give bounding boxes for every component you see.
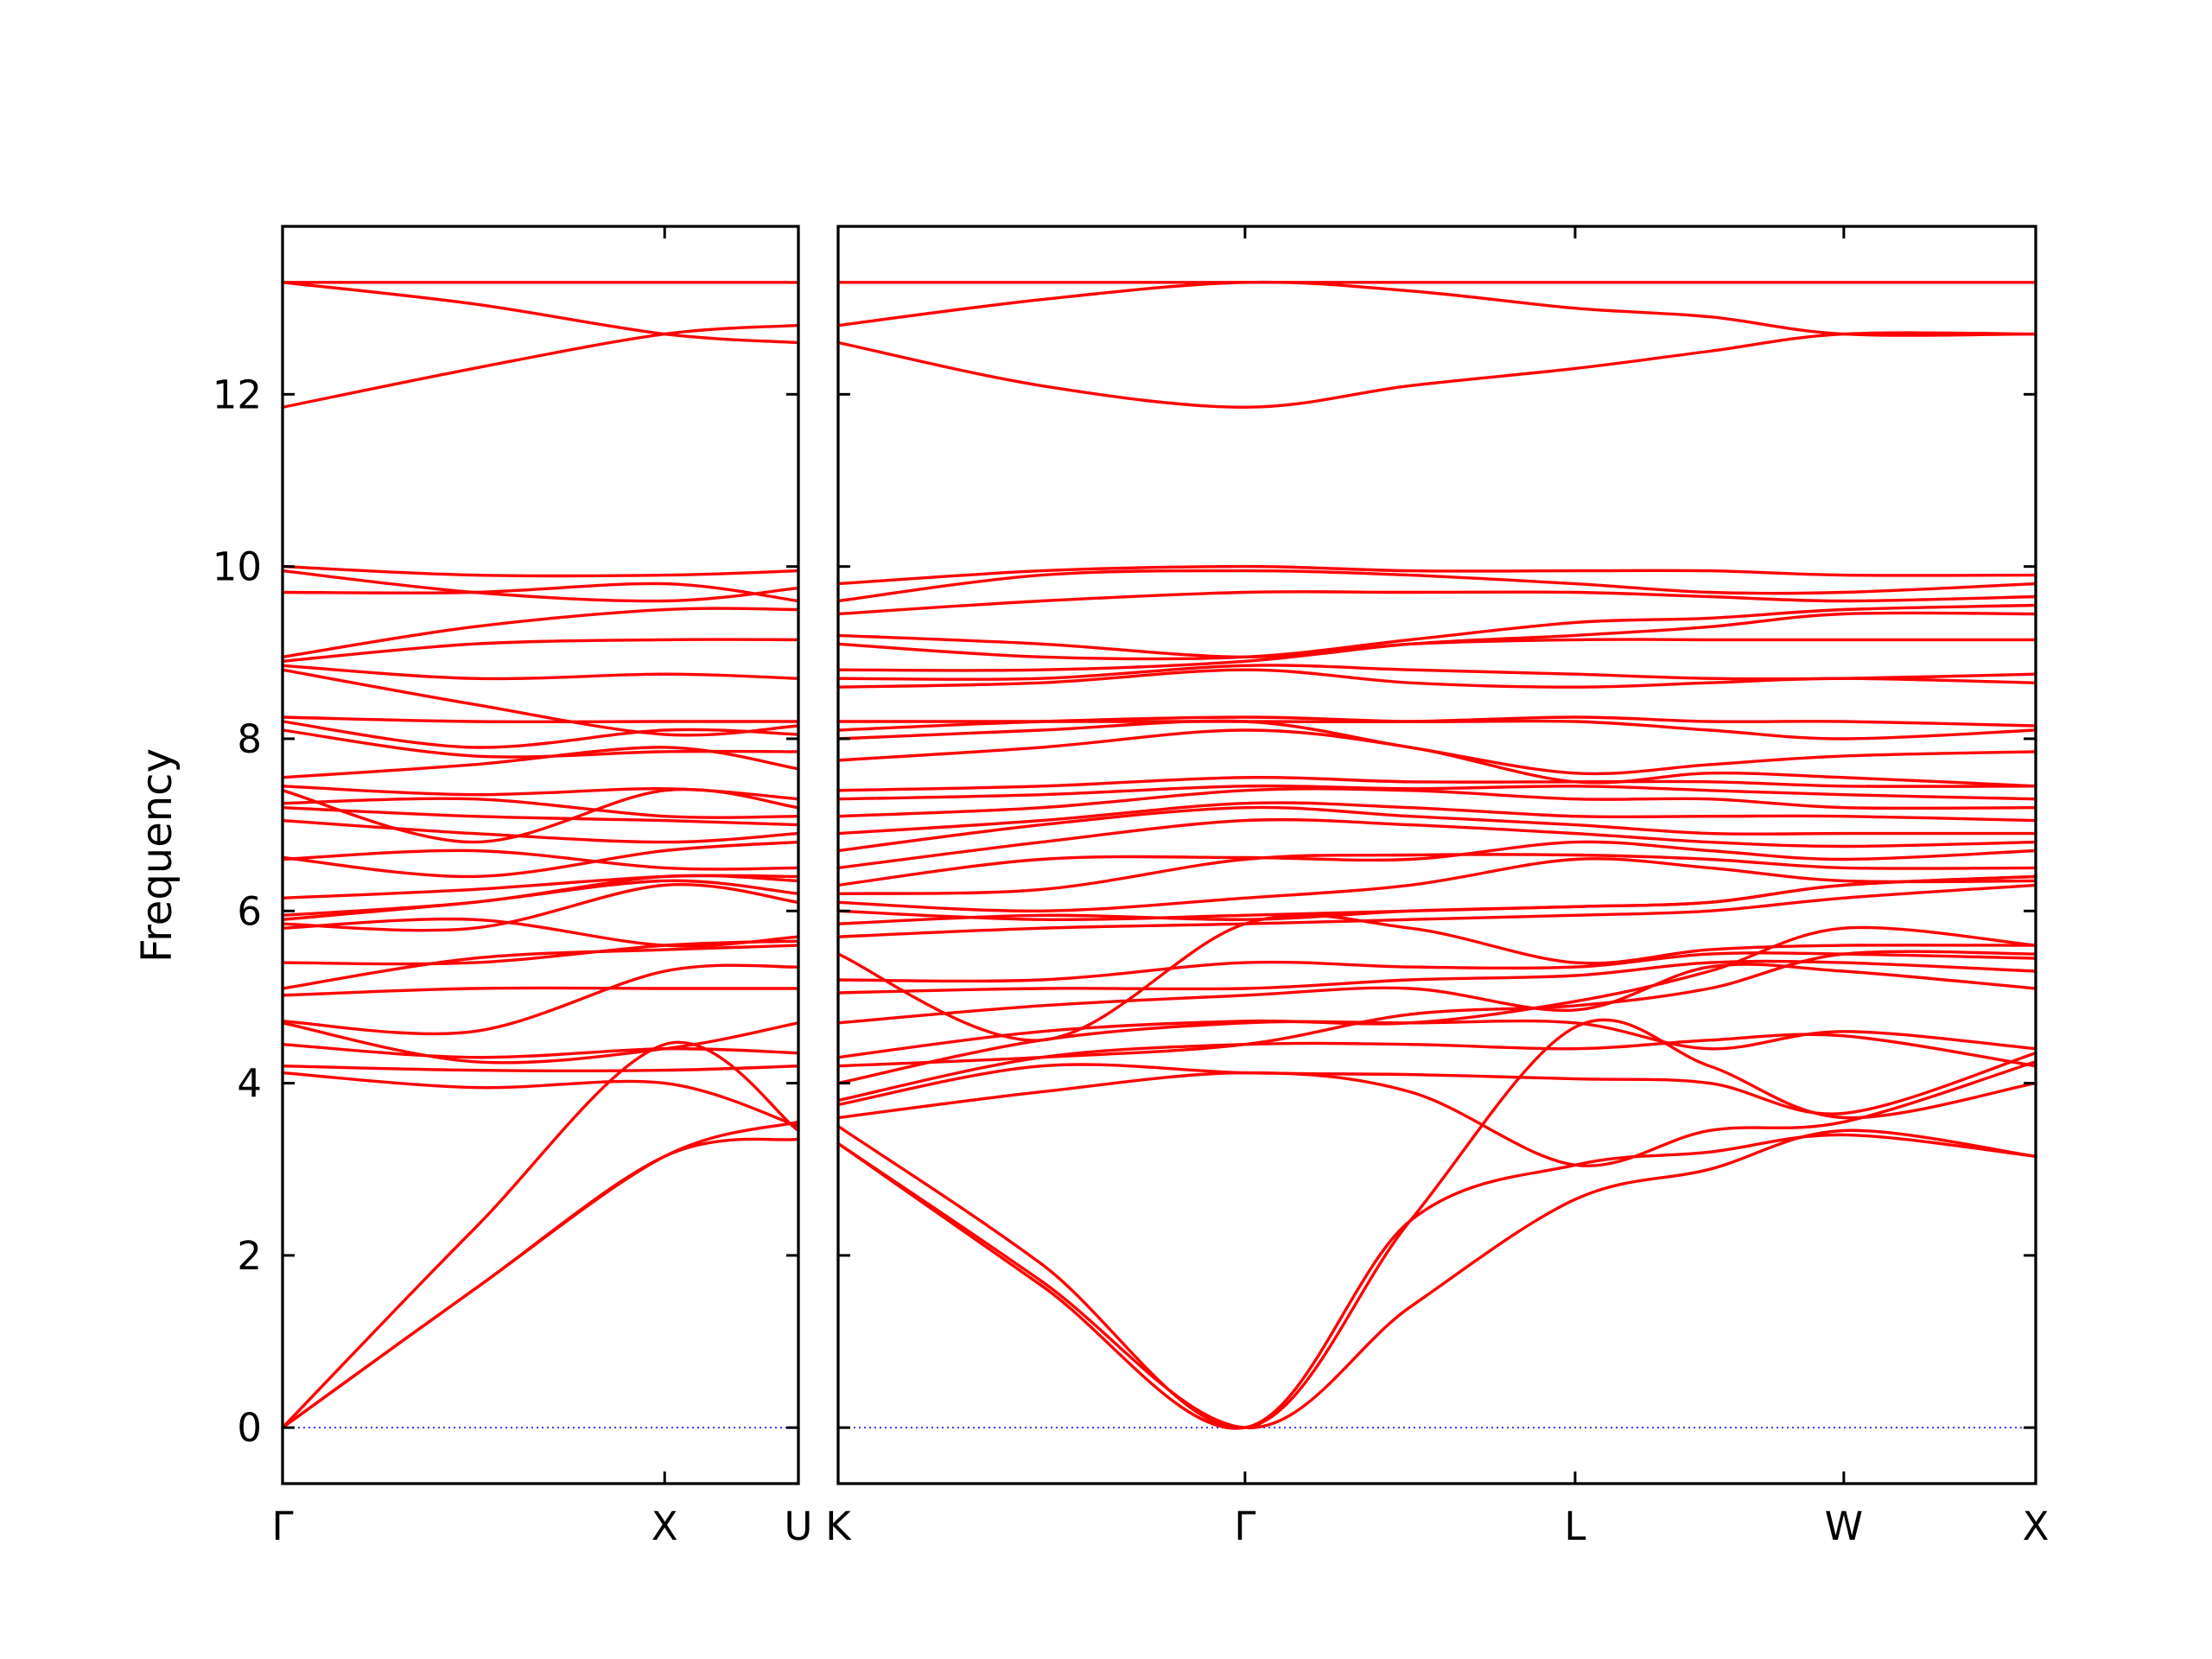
- band-line-33: [836, 603, 2037, 661]
- band-line-35: [281, 323, 800, 409]
- band-line-12: [281, 917, 800, 948]
- y-tick-label: 0: [237, 1405, 262, 1451]
- band-line-32: [281, 582, 800, 603]
- band-line-14: [836, 883, 2037, 938]
- band-line-27: [836, 719, 2037, 776]
- y-axis-label: Frequency: [133, 748, 181, 963]
- band-line-17: [281, 849, 800, 871]
- band-line-13: [836, 913, 2037, 1042]
- band-line-4: [836, 1060, 2037, 1167]
- x-tick-label: L: [1564, 1503, 1586, 1549]
- band-line-28: [281, 668, 800, 737]
- band-line-27: [281, 715, 800, 724]
- band-line-21: [281, 797, 800, 819]
- band-line-16: [836, 874, 2037, 922]
- band-line-22: [836, 801, 2037, 836]
- band-line-8: [836, 950, 2037, 1068]
- band-line-31: [836, 664, 2037, 682]
- band-line-19: [281, 818, 800, 844]
- band-line-5: [281, 1065, 800, 1072]
- band-line-18: [281, 840, 800, 879]
- x-tick-label: W: [1825, 1503, 1864, 1549]
- band-line-17: [836, 857, 2037, 913]
- band-line-20: [836, 817, 2037, 870]
- band-line-8: [281, 963, 800, 1036]
- band-line-10: [836, 963, 2037, 1025]
- band-line-2: [836, 1133, 2037, 1430]
- band-line-30: [281, 638, 800, 663]
- band-line-26: [281, 720, 800, 749]
- x-tick-label: K: [825, 1503, 852, 1549]
- band-line-37: [836, 564, 2037, 586]
- band-line-3: [281, 1120, 800, 1429]
- band-line-20: [281, 806, 800, 827]
- band-line-34: [281, 564, 800, 578]
- band-line-21: [836, 805, 2037, 853]
- y-tick-label: 2: [237, 1233, 262, 1279]
- panel-frame: [836, 225, 2037, 1485]
- band-line-9: [836, 925, 2037, 1059]
- band-line-6: [281, 1043, 800, 1059]
- x-tick-label: X: [652, 1503, 678, 1549]
- band-line-39: [836, 280, 2037, 337]
- band-line-3: [836, 1018, 2037, 1430]
- band-line-35: [836, 590, 2037, 616]
- band-line-10: [281, 944, 800, 990]
- band-line-11: [836, 959, 2037, 995]
- y-tick-label: 10: [213, 544, 262, 590]
- band-line-13: [281, 882, 800, 932]
- band-line-23: [836, 787, 2037, 818]
- band-line-25: [836, 776, 2037, 792]
- x-tick-label: X: [2023, 1503, 2050, 1549]
- band-line-4: [281, 1071, 800, 1128]
- y-tick-label: 12: [213, 372, 262, 417]
- band-line-29: [281, 664, 800, 681]
- band-line-38: [836, 331, 2037, 409]
- y-tick-label: 8: [237, 716, 262, 762]
- band-line-24: [836, 784, 2037, 801]
- band-line-25: [281, 728, 800, 759]
- band-line-9: [281, 986, 800, 997]
- band-line-29: [836, 715, 2037, 728]
- band-line-5: [836, 1052, 2037, 1116]
- band-line-33: [281, 569, 800, 603]
- band-line-16: [281, 874, 800, 899]
- x-tick-label: U: [785, 1503, 813, 1549]
- band-line-36: [281, 281, 800, 345]
- band-line-34: [836, 633, 2037, 658]
- panel-frame: [281, 225, 800, 1485]
- y-tick-label: 6: [237, 888, 262, 934]
- band-line-31: [281, 607, 800, 658]
- band-line-7: [281, 1021, 800, 1065]
- x-tick-label: Γ: [271, 1503, 293, 1549]
- band-line-1: [836, 1128, 2037, 1429]
- band-line-12: [836, 951, 2037, 983]
- band-line-36: [836, 569, 2037, 603]
- x-tick-label: Γ: [1234, 1503, 1255, 1549]
- y-tick-label: 4: [237, 1061, 262, 1107]
- band-line-19: [836, 840, 2037, 887]
- band-line-1: [281, 1137, 800, 1429]
- band-line-23: [281, 785, 800, 801]
- band-line-22: [281, 787, 800, 844]
- band-line-26: [836, 728, 2037, 788]
